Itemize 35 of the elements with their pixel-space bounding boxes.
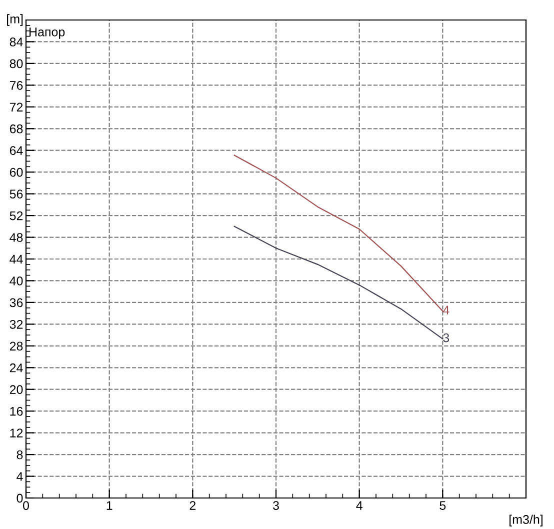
y-tick-label: 8 xyxy=(16,450,23,460)
y-tick-label: 28 xyxy=(10,342,23,351)
line-series xyxy=(234,226,444,340)
y-tick-label: 60 xyxy=(10,168,23,177)
y-tick-label: 0 xyxy=(16,494,23,503)
y-tick-label: 12 xyxy=(10,428,23,438)
y-tick-label: 40 xyxy=(10,276,23,286)
x-tick-label: 0 xyxy=(23,501,29,510)
x-tick-label: 5 xyxy=(440,501,446,510)
y-tick-label: 20 xyxy=(10,385,23,394)
y-tick-label: 84 xyxy=(10,38,23,46)
x-tick-label: 1 xyxy=(106,501,112,510)
y-tick-label: 56 xyxy=(10,190,23,198)
x-tick-label: 3 xyxy=(273,501,279,510)
y-axis-title: [m] xyxy=(7,14,23,26)
y-tick-label: 36 xyxy=(10,298,23,308)
y-tick-label: 68 xyxy=(10,124,23,134)
x-axis-title: [m3/h] xyxy=(510,514,542,526)
y-tick-label: 64 xyxy=(10,146,23,156)
y-tick-label: 16 xyxy=(10,406,23,416)
y-tick-label: 24 xyxy=(10,363,23,372)
y-tick-label: 72 xyxy=(10,102,23,112)
y-tick-label: 4 xyxy=(16,472,23,481)
y-tick-label: 44 xyxy=(10,254,23,264)
y-tick-label: 80 xyxy=(10,59,23,68)
y-tick-label: 52 xyxy=(10,211,23,220)
y-tick-label: 32 xyxy=(10,320,23,329)
series-label: 4 xyxy=(442,306,450,314)
annotation: Напор xyxy=(30,28,65,39)
y-tick-label: 76 xyxy=(10,80,23,90)
x-tick-label: 4 xyxy=(356,501,362,510)
line-series xyxy=(234,154,444,312)
series-label: 3 xyxy=(443,333,450,342)
x-tick-label: 2 xyxy=(190,501,196,510)
y-tick-label: 48 xyxy=(10,233,23,242)
